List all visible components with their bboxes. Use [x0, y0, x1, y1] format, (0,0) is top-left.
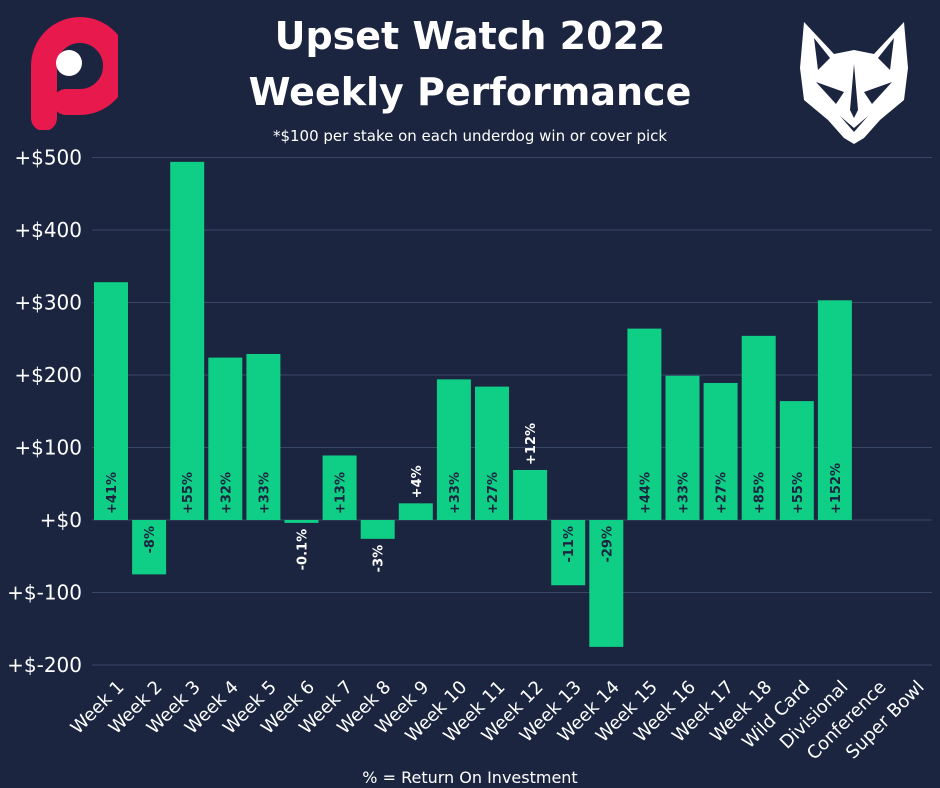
data-label: +33% — [448, 472, 463, 514]
chart-title-line1: Upset Watch 2022 — [274, 14, 666, 58]
wolf-logo-icon — [800, 22, 908, 144]
bar — [436, 379, 471, 520]
bar — [170, 161, 205, 520]
bar — [627, 328, 662, 520]
data-label: +152% — [829, 463, 844, 514]
data-label: +33% — [677, 472, 692, 514]
chart-footnote: % = Return On Investment — [362, 768, 578, 787]
data-label: -8% — [143, 526, 158, 553]
data-label: +55% — [181, 472, 196, 514]
bar — [246, 353, 281, 520]
bar — [322, 455, 357, 520]
data-label: +13% — [334, 472, 349, 514]
chart-subtitle: *$100 per stake on each underdog win or … — [272, 127, 668, 145]
bar — [513, 469, 548, 520]
bar — [360, 520, 395, 539]
bar — [398, 503, 433, 520]
bar — [475, 386, 509, 520]
bar — [551, 520, 586, 586]
data-label: -11% — [562, 526, 577, 563]
bar — [94, 282, 128, 520]
chart-title-line2: Weekly Performance — [248, 70, 692, 114]
y-tick-label: +$300 — [14, 291, 82, 315]
data-label: -0.1% — [296, 529, 311, 570]
y-tick-label: +$-100 — [7, 581, 82, 605]
data-label: +44% — [638, 472, 653, 514]
bar — [589, 520, 624, 647]
data-label: +32% — [219, 472, 234, 514]
data-label: +27% — [715, 472, 730, 514]
data-label: +55% — [791, 472, 806, 514]
y-tick-label: +$100 — [14, 436, 82, 460]
bar — [703, 382, 738, 520]
bar — [779, 401, 814, 520]
data-label: +27% — [486, 472, 501, 514]
data-label: +12% — [524, 423, 539, 465]
data-label: +85% — [753, 472, 768, 514]
bar — [665, 375, 700, 520]
p-logo-icon — [31, 17, 118, 130]
data-label: -3% — [372, 545, 387, 572]
bar — [208, 357, 243, 520]
data-label: +41% — [105, 472, 120, 514]
bar — [132, 520, 167, 575]
y-tick-label: +$500 — [14, 146, 82, 170]
y-tick-label: +$0 — [40, 508, 82, 532]
y-tick-label: +$-200 — [7, 653, 82, 677]
bar — [817, 300, 852, 520]
y-tick-label: +$400 — [14, 218, 82, 242]
data-label: +4% — [410, 465, 425, 498]
bar — [284, 520, 319, 523]
y-tick-label: +$200 — [14, 363, 82, 387]
data-label: +33% — [257, 472, 272, 514]
bar — [741, 335, 776, 520]
data-label: -29% — [600, 526, 615, 563]
